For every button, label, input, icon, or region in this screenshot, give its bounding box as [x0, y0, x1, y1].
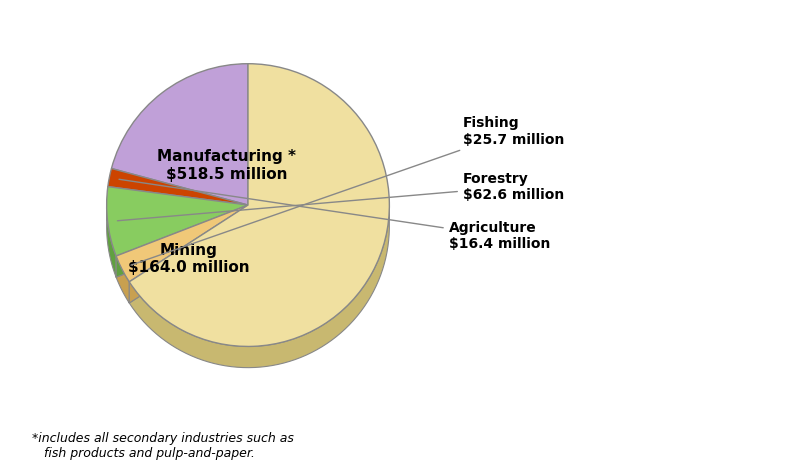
Wedge shape	[130, 64, 390, 346]
Polygon shape	[116, 256, 130, 303]
Text: *includes all secondary industries such as
   fish products and pulp-and-paper.: *includes all secondary industries such …	[32, 432, 294, 460]
Polygon shape	[116, 205, 248, 277]
Text: Forestry
$62.6 million: Forestry $62.6 million	[118, 172, 564, 221]
Polygon shape	[106, 202, 116, 277]
Wedge shape	[111, 64, 248, 205]
Text: Agriculture
$16.4 million: Agriculture $16.4 million	[119, 179, 550, 251]
Polygon shape	[130, 208, 390, 368]
Polygon shape	[130, 205, 248, 303]
Wedge shape	[108, 168, 248, 205]
Wedge shape	[116, 205, 248, 282]
Text: Fishing
$25.7 million: Fishing $25.7 million	[131, 117, 564, 265]
Text: Mining
$164.0 million: Mining $164.0 million	[128, 243, 250, 275]
Polygon shape	[130, 205, 248, 303]
Wedge shape	[106, 187, 248, 256]
Text: Manufacturing *
$518.5 million: Manufacturing * $518.5 million	[158, 149, 296, 182]
Polygon shape	[116, 205, 248, 277]
